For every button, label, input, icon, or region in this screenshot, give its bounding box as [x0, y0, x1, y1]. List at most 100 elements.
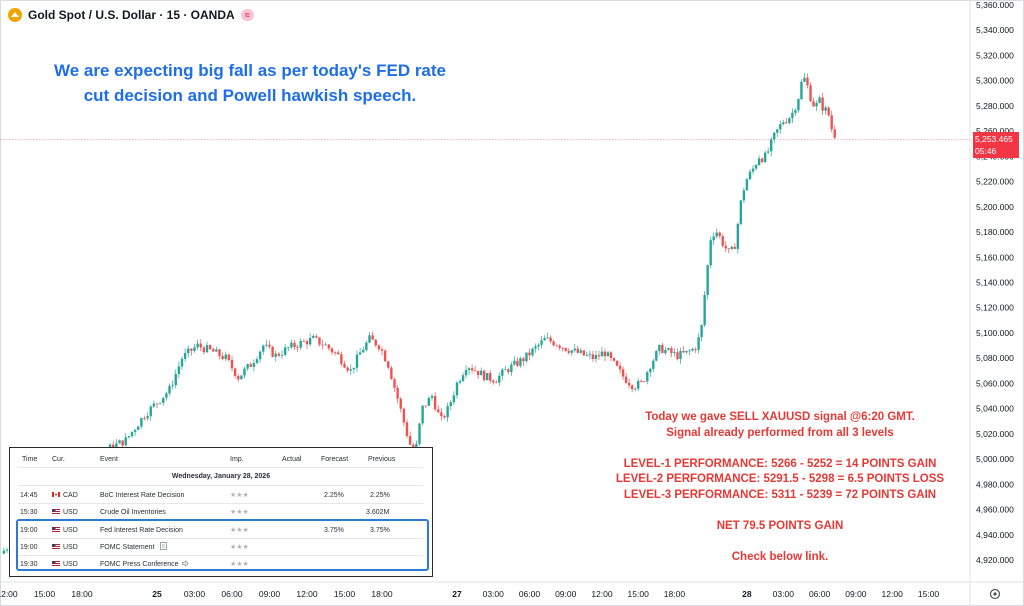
candle-body [673, 352, 676, 354]
candle-body [685, 350, 688, 353]
event-name[interactable]: FOMC Press Conference [100, 560, 179, 568]
candle-body [534, 346, 537, 349]
y-tick-label: 5,260.000 [976, 126, 1014, 136]
event-currency: USD [63, 543, 78, 551]
market-status-badge[interactable]: ≈ [240, 9, 254, 21]
candle-body [585, 354, 589, 356]
candle-body [387, 361, 390, 368]
x-tick-label: 27 [452, 589, 462, 599]
x-tick-label: 18:00 [71, 589, 93, 599]
col-currency-header: Cur. [52, 455, 65, 463]
candle-body [661, 344, 664, 353]
candle-body [510, 364, 513, 373]
candle-body [779, 124, 782, 130]
candle-body [305, 341, 309, 345]
x-tick-label: 15:00 [628, 589, 650, 599]
candle-body [627, 382, 631, 386]
speaker-icon[interactable] [182, 559, 190, 569]
y-tick-label: 5,000.000 [976, 454, 1014, 464]
candle-body [513, 360, 516, 365]
candle-body [333, 352, 337, 354]
candle-body [739, 200, 743, 224]
importance-stars: ★★★ [230, 561, 249, 568]
x-tick-label: 18:00 [371, 589, 393, 599]
x-tick-label: 12:00 [591, 589, 613, 599]
candle-body [597, 355, 601, 357]
col-time-header: Time [22, 455, 38, 463]
candle-body [5, 549, 9, 551]
candle-body [679, 350, 682, 360]
event-name[interactable]: FOMC Statement [100, 543, 155, 551]
calendar-row[interactable]: 19:00 USD FOMC Statement ★★★ [10, 539, 432, 555]
candle-body [430, 396, 434, 398]
divider [18, 555, 423, 556]
symbol-title[interactable]: Gold Spot / U.S. Dollar · 15 · OANDA [28, 8, 235, 22]
candle-body [418, 423, 421, 445]
event-currency: USD [63, 526, 78, 534]
calendar-row[interactable]: 15:30 USD Crude Oil Inventories ★★★ 3.60… [10, 504, 432, 520]
symbol-header[interactable]: Gold Spot / U.S. Dollar · 15 · OANDA ≈ [8, 6, 254, 24]
candle-body [174, 373, 177, 386]
candle-body [531, 348, 534, 356]
calendar-row[interactable]: 14:45 CAD BoC Interest Rate Decision ★★★… [10, 487, 432, 503]
candle-body [600, 351, 604, 357]
x-tick-label: 03:00 [483, 589, 505, 599]
candle-body [751, 168, 755, 172]
candle-body [421, 405, 424, 424]
event-currency: CAD [63, 491, 78, 499]
importance-stars: ★★★ [230, 492, 249, 499]
candle-body [349, 369, 352, 371]
candle-body [230, 359, 234, 369]
candle-body [712, 236, 715, 241]
event-name[interactable]: Crude Oil Inventories [100, 508, 166, 516]
divider [18, 485, 423, 486]
candle-body [540, 340, 543, 345]
headline-line-1: We are expecting big fall as per today's… [53, 61, 447, 80]
candle-body [504, 369, 507, 371]
document-icon[interactable] [160, 542, 167, 552]
candle-body [498, 375, 501, 383]
us-flag-icon [52, 561, 60, 568]
candle-body [833, 129, 836, 138]
event-time: 19:00 [20, 526, 38, 534]
event-currency: USD [63, 508, 78, 516]
y-tick-label: 4,920.000 [976, 555, 1014, 565]
candle-body [476, 370, 480, 376]
y-tick-label: 5,040.000 [976, 404, 1014, 414]
candle-body [706, 265, 709, 296]
candle-body [168, 386, 171, 394]
event-name[interactable]: BoC Interest Rate Decision [100, 491, 185, 499]
candle-body [327, 344, 331, 349]
event-previous: 2.25% [370, 491, 390, 499]
candle-body [582, 350, 586, 356]
candle-body [486, 373, 489, 381]
candle-body [321, 344, 324, 346]
calendar-row[interactable]: 19:30 USD FOMC Press Conference ★★★ [10, 556, 432, 572]
candle-body [470, 368, 474, 371]
gold-coin-icon [8, 8, 22, 22]
signal-line: LEVEL-2 PERFORMANCE: 5291.5 - 5298 = 6.5… [615, 473, 945, 485]
candle-body [130, 431, 134, 437]
y-tick-label: 5,220.000 [976, 177, 1014, 187]
candle-body [221, 356, 224, 359]
chart-settings-icon[interactable] [989, 587, 1001, 600]
candle-body [640, 380, 643, 382]
candle-body [549, 337, 552, 342]
candle-body [700, 324, 703, 338]
candle-body [682, 350, 685, 353]
candle-body [390, 367, 393, 380]
candle-body [766, 151, 770, 153]
y-tick-label: 5,160.000 [976, 252, 1014, 262]
candle-body [821, 97, 824, 111]
x-tick-label: 06:00 [221, 589, 243, 599]
calendar-row[interactable]: 19:00 USD Fed Interest Rate Decision ★★★… [10, 522, 432, 538]
event-name[interactable]: Fed Interest Rate Decision [100, 526, 183, 534]
candle-body [782, 122, 785, 125]
candle-body [299, 340, 302, 348]
signal-line [595, 534, 965, 550]
candle-body [552, 341, 555, 346]
candle-body [224, 354, 227, 359]
candle-body [724, 245, 727, 249]
col-actual-header: Actual [282, 455, 302, 463]
